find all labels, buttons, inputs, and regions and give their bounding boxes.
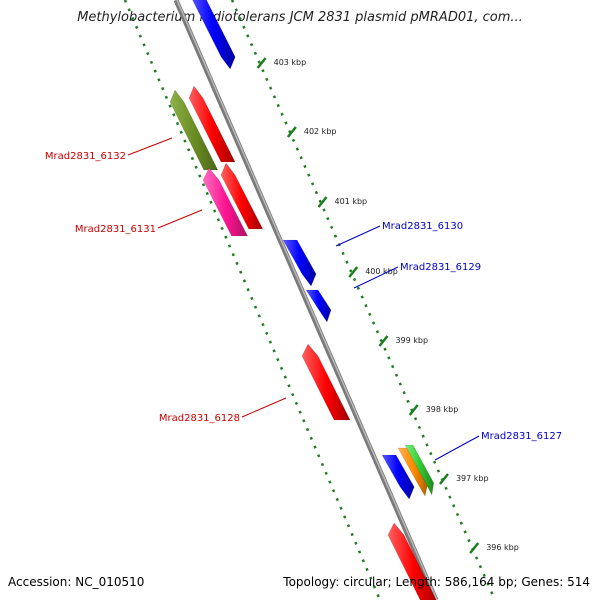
- tick-mark: [286, 126, 297, 138]
- tick-mark: [438, 473, 449, 485]
- tick-mark: [378, 335, 389, 347]
- tick-label: 401 kbp: [335, 197, 368, 206]
- tick-label: 397 kbp: [456, 474, 489, 483]
- gene-label[interactable]: Mrad2831_6130: [382, 221, 463, 232]
- gene-feature[interactable]: [404, 444, 435, 496]
- gene-label[interactable]: Mrad2831_6129: [400, 262, 481, 273]
- gene-feature[interactable]: [301, 343, 351, 421]
- gene-leader-line: [127, 137, 173, 156]
- inner-ruler-ring: [123, 0, 382, 600]
- gene-label[interactable]: Mrad2831_6127: [481, 431, 562, 442]
- gene-leader-line: [335, 225, 381, 247]
- gene-feature[interactable]: [282, 239, 317, 287]
- gene-leader-line: [157, 209, 203, 229]
- tick-mark: [469, 542, 480, 554]
- gene-leader-line: [241, 397, 287, 418]
- tick-group: 403 kbp 402 kbp 401 kbp 400 kbp 399 kbp 398 k…: [256, 57, 519, 554]
- gene-label[interactable]: Mrad2831_6131: [75, 224, 156, 235]
- tick-mark: [317, 196, 328, 208]
- gene-feature[interactable]: [387, 522, 439, 600]
- gene-feature[interactable]: [397, 447, 429, 497]
- gene-feature[interactable]: [188, 85, 236, 163]
- tick-mark: [408, 404, 419, 416]
- gene-label[interactable]: Mrad2831_6132: [45, 151, 126, 162]
- outer-ruler-ring: [230, 0, 497, 600]
- topology-summary: Topology: circular; Length: 586,164 bp; …: [283, 575, 590, 589]
- tick-label: 402 kbp: [304, 127, 337, 136]
- tick-label: 399 kbp: [395, 336, 428, 345]
- gene-feature[interactable]: [305, 289, 332, 323]
- tick-label: 396 kbp: [486, 543, 519, 552]
- gene-feature[interactable]: [202, 167, 249, 237]
- gene-feature[interactable]: [169, 89, 219, 171]
- gene-leader-line: [434, 435, 480, 461]
- tick-mark: [256, 57, 267, 69]
- tick-label: 400 kbp: [365, 267, 398, 276]
- tick-label: 403 kbp: [274, 58, 307, 67]
- gene-feature[interactable]: [190, 0, 236, 70]
- tick-mark: [348, 266, 359, 278]
- map-title: Methylobacterium radiotolerans JCM 2831 …: [77, 10, 523, 25]
- gene-group: [169, 0, 439, 600]
- gene-feature[interactable]: [381, 454, 415, 500]
- gene-leader-line: [353, 266, 399, 289]
- backbone-highlight: [176, 0, 438, 600]
- label-group: Mrad2831_6132 Mrad2831_6131 Mrad2831_6130 M…: [45, 137, 562, 461]
- accession-text: Accession: NC_010510: [8, 575, 145, 589]
- gene-feature[interactable]: [220, 162, 264, 230]
- gene-label[interactable]: Mrad2831_6128: [159, 413, 240, 424]
- tick-label: 398 kbp: [426, 405, 459, 414]
- backbone: [173, 0, 439, 600]
